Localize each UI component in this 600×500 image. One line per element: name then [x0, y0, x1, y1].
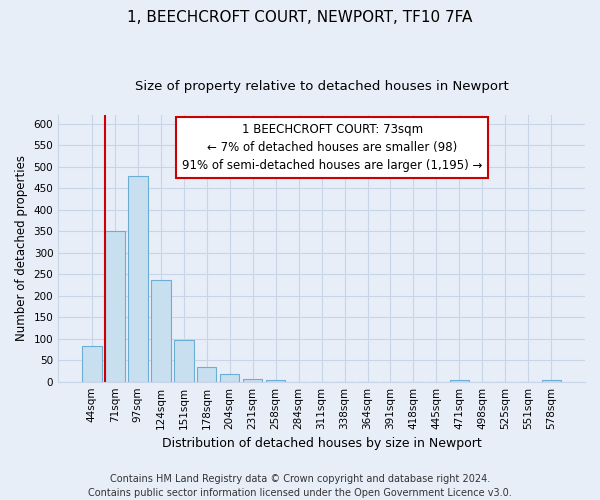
Bar	[197, 366, 217, 382]
X-axis label: Distribution of detached houses by size in Newport: Distribution of detached houses by size …	[162, 437, 481, 450]
Bar	[542, 380, 561, 382]
Bar	[220, 374, 239, 382]
Text: 1, BEECHCROFT COURT, NEWPORT, TF10 7FA: 1, BEECHCROFT COURT, NEWPORT, TF10 7FA	[127, 10, 473, 25]
Bar	[82, 346, 101, 382]
Bar	[174, 340, 194, 382]
Bar	[243, 378, 262, 382]
Bar	[151, 280, 170, 382]
Bar	[449, 380, 469, 382]
Bar	[128, 176, 148, 382]
Bar	[105, 231, 125, 382]
Y-axis label: Number of detached properties: Number of detached properties	[15, 156, 28, 342]
Text: 1 BEECHCROFT COURT: 73sqm
← 7% of detached houses are smaller (98)
91% of semi-d: 1 BEECHCROFT COURT: 73sqm ← 7% of detach…	[182, 123, 482, 172]
Bar	[266, 380, 286, 382]
Text: Contains HM Land Registry data © Crown copyright and database right 2024.
Contai: Contains HM Land Registry data © Crown c…	[88, 474, 512, 498]
Title: Size of property relative to detached houses in Newport: Size of property relative to detached ho…	[135, 80, 508, 93]
